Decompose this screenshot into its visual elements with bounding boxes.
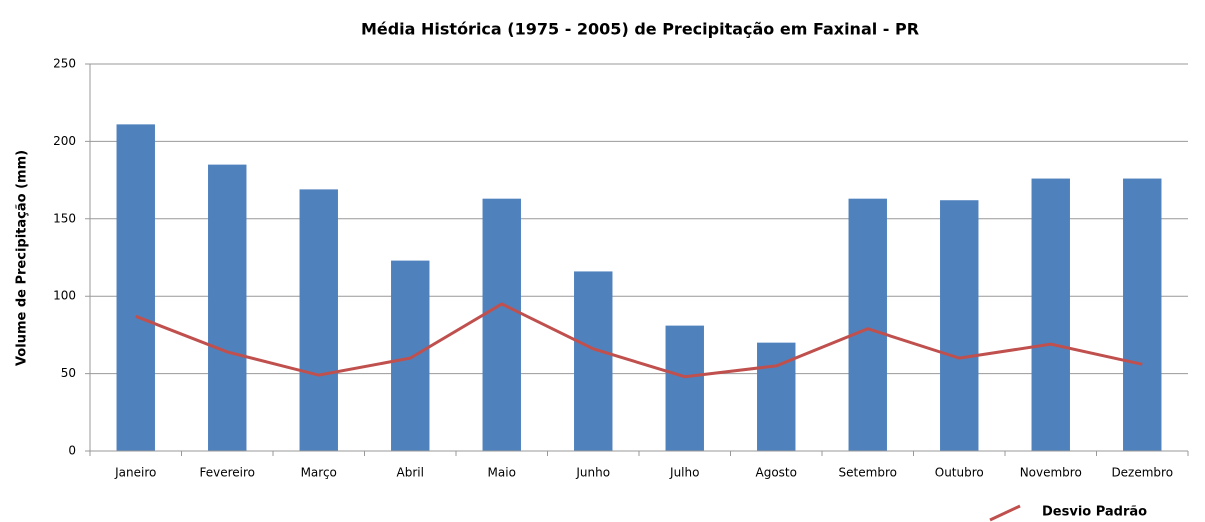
chart-title: Média Histórica (1975 - 2005) de Precipi… [361,20,919,39]
bar [1031,178,1070,451]
bar [574,271,613,451]
x-tick-label: Julho [669,466,699,480]
x-tick-label: Maio [488,466,516,480]
legend-label: Desvio Padrão [1042,505,1147,520]
x-tick-label: Setembro [839,466,897,480]
x-tick-label: Junho [575,466,610,480]
y-tick-label: 100 [53,289,76,303]
x-tick-label: Janeiro [114,466,156,480]
x-tick-label: Agosto [756,466,797,480]
y-tick-label: 150 [53,211,76,225]
y-tick-label: 0 [68,444,76,458]
bar [848,198,887,451]
bar [299,189,338,451]
bar [208,164,247,451]
x-tick-label: Março [301,466,337,480]
bar [482,198,521,451]
bar [665,325,704,451]
bar [391,260,430,451]
legend-swatch [989,504,1021,522]
y-tick-label: 200 [53,134,76,148]
x-tick-label: Outubro [935,466,984,480]
bar [940,200,979,451]
y-axis-label: Volume de Precipitação (mm) [15,150,30,366]
x-tick-label: Fevereiro [199,466,255,480]
y-tick-label: 50 [61,366,76,380]
x-tick-label: Dezembro [1111,466,1173,480]
bar [1123,178,1162,451]
y-tick-label: 250 [53,57,76,71]
x-tick-label: Abril [397,466,424,480]
x-tick-label: Novembro [1020,466,1082,480]
line [135,302,1143,379]
bar [116,124,155,451]
